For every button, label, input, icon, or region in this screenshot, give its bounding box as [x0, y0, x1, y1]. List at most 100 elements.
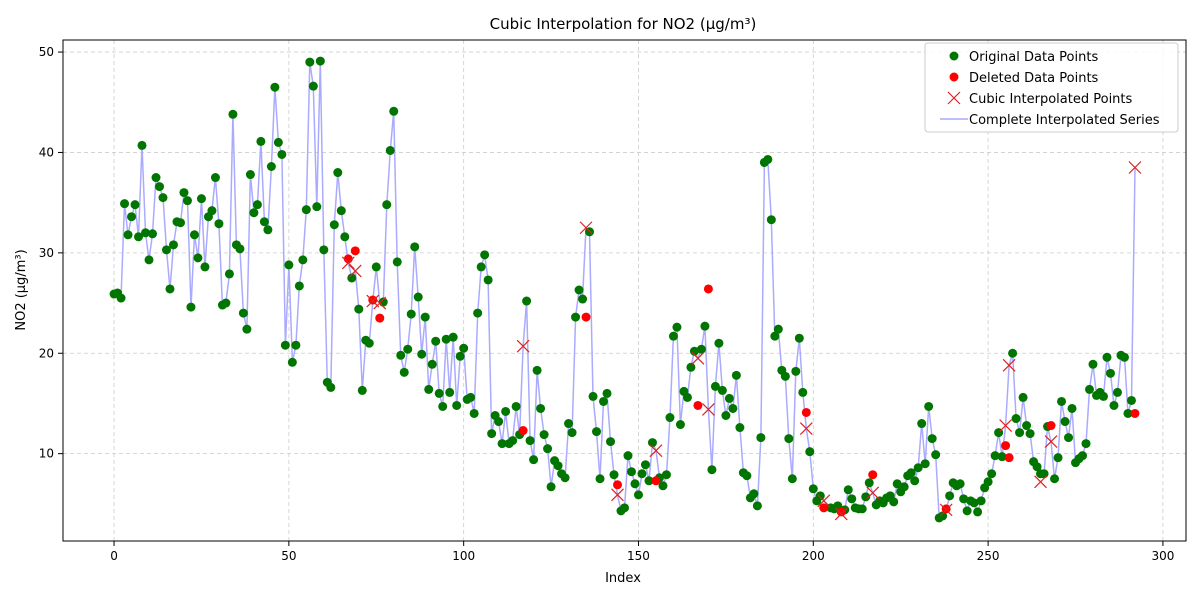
- original-point: [609, 470, 619, 480]
- original-point: [1022, 421, 1032, 431]
- original-point: [735, 423, 745, 433]
- legend-mark-original: [949, 51, 959, 61]
- original-point: [1039, 469, 1049, 479]
- original-point: [417, 349, 427, 359]
- original-point: [357, 385, 367, 395]
- original-point: [214, 219, 224, 229]
- original-point: [347, 273, 357, 283]
- deleted-point: [518, 426, 528, 436]
- original-point: [123, 230, 133, 240]
- interpolated-point: [348, 264, 362, 278]
- original-point: [385, 145, 395, 155]
- original-point: [473, 308, 483, 318]
- original-point: [955, 479, 965, 489]
- original-point: [151, 173, 161, 183]
- original-point: [588, 391, 598, 401]
- original-point: [165, 284, 175, 294]
- original-point: [1126, 395, 1136, 405]
- original-point: [438, 401, 448, 411]
- legend-mark-deleted: [949, 72, 959, 82]
- original-point: [847, 494, 857, 504]
- original-point: [973, 507, 983, 517]
- original-point: [815, 491, 825, 501]
- original-point: [1088, 359, 1098, 369]
- original-point: [997, 452, 1007, 462]
- original-point: [434, 388, 444, 398]
- original-point: [969, 498, 979, 508]
- interpolated-point: [999, 419, 1013, 432]
- legend-label-original: Original Data Points: [969, 50, 1098, 65]
- deleted-point: [581, 312, 591, 322]
- original-point: [256, 136, 266, 146]
- y-tick-label: 40: [39, 145, 54, 159]
- original-point: [284, 260, 294, 270]
- original-point: [1078, 451, 1088, 461]
- original-point: [606, 437, 616, 447]
- original-point: [466, 392, 476, 402]
- original-point: [1008, 348, 1018, 358]
- original-point: [315, 56, 325, 66]
- original-point: [899, 482, 909, 492]
- original-point: [686, 362, 696, 372]
- original-point: [546, 482, 556, 492]
- x-tick-label: 200: [802, 549, 825, 563]
- original-point: [529, 455, 539, 465]
- interpolated-point: [373, 296, 387, 310]
- original-point: [658, 481, 668, 491]
- original-point: [602, 388, 612, 398]
- original-point: [805, 447, 815, 457]
- original-point: [141, 228, 151, 238]
- x-axis-label: Index: [605, 571, 641, 586]
- original-point: [682, 392, 692, 402]
- interpolated-point: [799, 422, 813, 435]
- original-point: [1011, 414, 1021, 424]
- original-point: [441, 334, 451, 344]
- original-point: [508, 436, 518, 446]
- original-point: [263, 225, 273, 235]
- original-point: [763, 154, 773, 164]
- original-point: [326, 382, 336, 392]
- original-point: [455, 351, 465, 361]
- original-point: [487, 429, 497, 439]
- deleted-point: [703, 284, 713, 294]
- original-point: [633, 490, 643, 500]
- original-point: [787, 474, 797, 484]
- original-point: [962, 506, 972, 516]
- deleted-point: [836, 507, 846, 517]
- original-point: [497, 439, 507, 449]
- interpolated-point: [866, 486, 880, 500]
- original-point: [571, 312, 581, 322]
- original-point: [406, 309, 416, 319]
- interpolated-point: [611, 488, 624, 502]
- interpolated-point: [1128, 161, 1142, 174]
- original-point: [857, 504, 867, 514]
- original-point: [1085, 384, 1095, 394]
- original-point: [931, 450, 941, 460]
- legend-label-deleted: Deleted Data Points: [969, 71, 1099, 86]
- original-point: [200, 262, 210, 272]
- original-point: [920, 459, 930, 469]
- original-point: [976, 496, 986, 506]
- original-point: [189, 230, 199, 240]
- original-point: [987, 469, 997, 479]
- original-point: [794, 333, 804, 343]
- original-point: [182, 196, 192, 206]
- original-point: [371, 262, 381, 272]
- original-point: [592, 427, 602, 437]
- y-tick-label: 20: [39, 346, 54, 360]
- original-point: [560, 473, 570, 483]
- original-point: [661, 470, 671, 480]
- original-point: [144, 255, 154, 265]
- deleted-point: [613, 480, 623, 490]
- original-point: [249, 208, 259, 218]
- original-point: [294, 281, 304, 291]
- original-point: [1053, 453, 1063, 463]
- original-point: [452, 400, 462, 410]
- original-point: [1032, 462, 1042, 472]
- interpolated-point: [834, 507, 848, 521]
- original-point: [626, 467, 636, 477]
- original-point: [403, 344, 413, 354]
- original-point: [333, 168, 343, 178]
- original-point: [382, 200, 392, 210]
- original-point: [770, 331, 780, 341]
